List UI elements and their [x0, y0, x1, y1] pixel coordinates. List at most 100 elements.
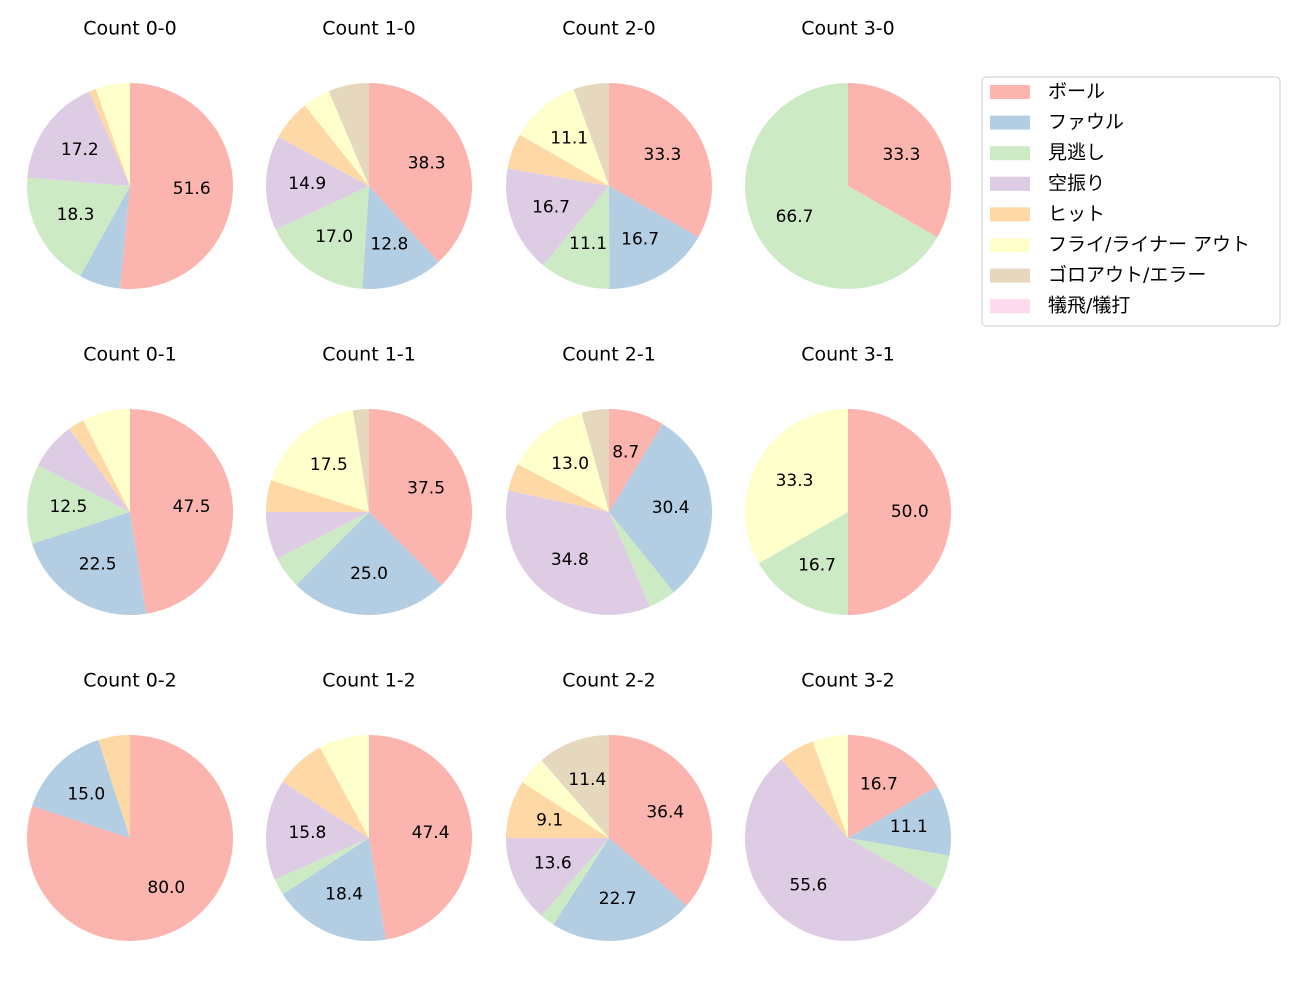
- pie-title: Count 3-2: [801, 670, 895, 692]
- pie-slice: [543, 186, 610, 289]
- pie-slice: [758, 512, 848, 615]
- slice-label: 38.3: [408, 154, 446, 174]
- pie-slice: [266, 781, 369, 880]
- legend-swatch: [990, 115, 1030, 130]
- pie-slice: [362, 186, 439, 289]
- pie-slice: [609, 735, 713, 906]
- slice-label: 8.7: [612, 443, 639, 463]
- slice-label: 17.2: [61, 140, 99, 160]
- pie-slice: [282, 838, 386, 941]
- slice-label: 18.4: [325, 885, 363, 905]
- slice-label: 17.5: [310, 455, 348, 475]
- slice-label: 17.0: [315, 227, 353, 247]
- pie-slice: [781, 741, 848, 838]
- pie-slice: [517, 412, 609, 512]
- pie-slice: [274, 838, 369, 895]
- slice-label: 18.3: [57, 205, 95, 225]
- pie-slice: [369, 83, 472, 263]
- legend-label: ファウル: [1048, 111, 1124, 133]
- slice-label: 51.6: [173, 179, 211, 199]
- slice-label: 16.7: [532, 197, 570, 217]
- pie-slice: [506, 490, 650, 615]
- pie-slice: [296, 512, 442, 615]
- slice-label: 11.1: [569, 234, 607, 254]
- pie-slice: [271, 410, 369, 512]
- pie-slice: [745, 83, 938, 289]
- pie-slice: [275, 186, 369, 289]
- pie-slice: [848, 838, 950, 890]
- pie-slice: [27, 91, 130, 186]
- legend-label: 犠飛/犠打: [1048, 295, 1130, 317]
- pie-slice: [278, 105, 369, 186]
- pie-slice: [848, 735, 938, 838]
- slice-label: 66.7: [776, 207, 814, 227]
- pie-slice: [369, 735, 472, 940]
- slice-label: 33.3: [883, 145, 921, 165]
- legend-swatch: [990, 238, 1030, 252]
- pie-slice: [89, 88, 130, 186]
- slice-label: 16.7: [798, 555, 836, 575]
- slice-label: 34.8: [551, 550, 589, 570]
- legend-label: ゴロアウト/エラー: [1048, 264, 1206, 286]
- pie-slice: [266, 512, 369, 559]
- pie-title: Count 3-0: [801, 18, 895, 40]
- pie-slice: [744, 409, 848, 564]
- pie-slice: [553, 838, 687, 941]
- pie-slice: [609, 512, 674, 607]
- slice-label: 12.5: [49, 497, 87, 517]
- pie-slice: [98, 735, 130, 838]
- pie-slice: [26, 177, 130, 277]
- pie-slice: [581, 409, 609, 512]
- pie-title: Count 2-0: [562, 18, 656, 40]
- slice-label: 47.4: [412, 823, 450, 843]
- pie-title: Count 2-1: [562, 344, 656, 366]
- pie-slice: [506, 782, 609, 838]
- pie-title: Count 0-1: [83, 344, 177, 366]
- slice-label: 16.7: [860, 774, 898, 794]
- pie-slice: [848, 83, 951, 238]
- slice-label: 16.7: [621, 229, 659, 249]
- pie-slice: [27, 465, 131, 544]
- pie-slice: [352, 409, 369, 512]
- slice-label: 33.3: [776, 471, 814, 491]
- pie-slice: [69, 420, 130, 512]
- legend-label: ボール: [1048, 81, 1105, 103]
- slice-label: 36.4: [646, 802, 684, 822]
- legend-swatch: [990, 85, 1030, 99]
- legend-label: 空振り: [1048, 172, 1105, 194]
- pie-slice: [319, 735, 369, 838]
- legend-swatch: [990, 146, 1030, 161]
- pie-slice: [83, 409, 130, 512]
- legend-label: 見逃し: [1048, 142, 1105, 164]
- slice-label: 15.0: [67, 784, 105, 804]
- pie-slice: [119, 83, 233, 289]
- pie-slice: [541, 838, 609, 925]
- slice-label: 47.5: [173, 497, 211, 517]
- pie-title: Count 0-0: [83, 18, 177, 40]
- pie-slice: [80, 186, 130, 289]
- pie-slice: [38, 428, 130, 512]
- slice-label: 11.4: [568, 770, 606, 790]
- slice-label: 33.3: [644, 145, 682, 165]
- legend-box: [981, 76, 1281, 327]
- pie-slice: [848, 409, 951, 615]
- pie-slice: [522, 760, 609, 838]
- pie-slice: [609, 409, 663, 512]
- pie-slice: [282, 747, 369, 838]
- legend-swatch: [990, 299, 1030, 314]
- pie-slice: [507, 134, 609, 186]
- slice-label: 22.7: [599, 889, 637, 909]
- pie-slice: [95, 83, 130, 186]
- pie-title: Count 1-2: [322, 670, 416, 692]
- slice-label: 50.0: [891, 502, 929, 522]
- pie-slice: [304, 91, 369, 186]
- pie-title: Count 1-0: [322, 18, 416, 40]
- pie-slice: [32, 740, 130, 838]
- slice-label: 37.5: [407, 478, 445, 498]
- pie-slice: [130, 409, 233, 614]
- pie-slice: [609, 83, 712, 238]
- pie-slice: [573, 83, 609, 186]
- slice-label: 13.6: [534, 854, 572, 874]
- pie-slice: [519, 89, 609, 186]
- slice-label: 11.1: [890, 817, 928, 837]
